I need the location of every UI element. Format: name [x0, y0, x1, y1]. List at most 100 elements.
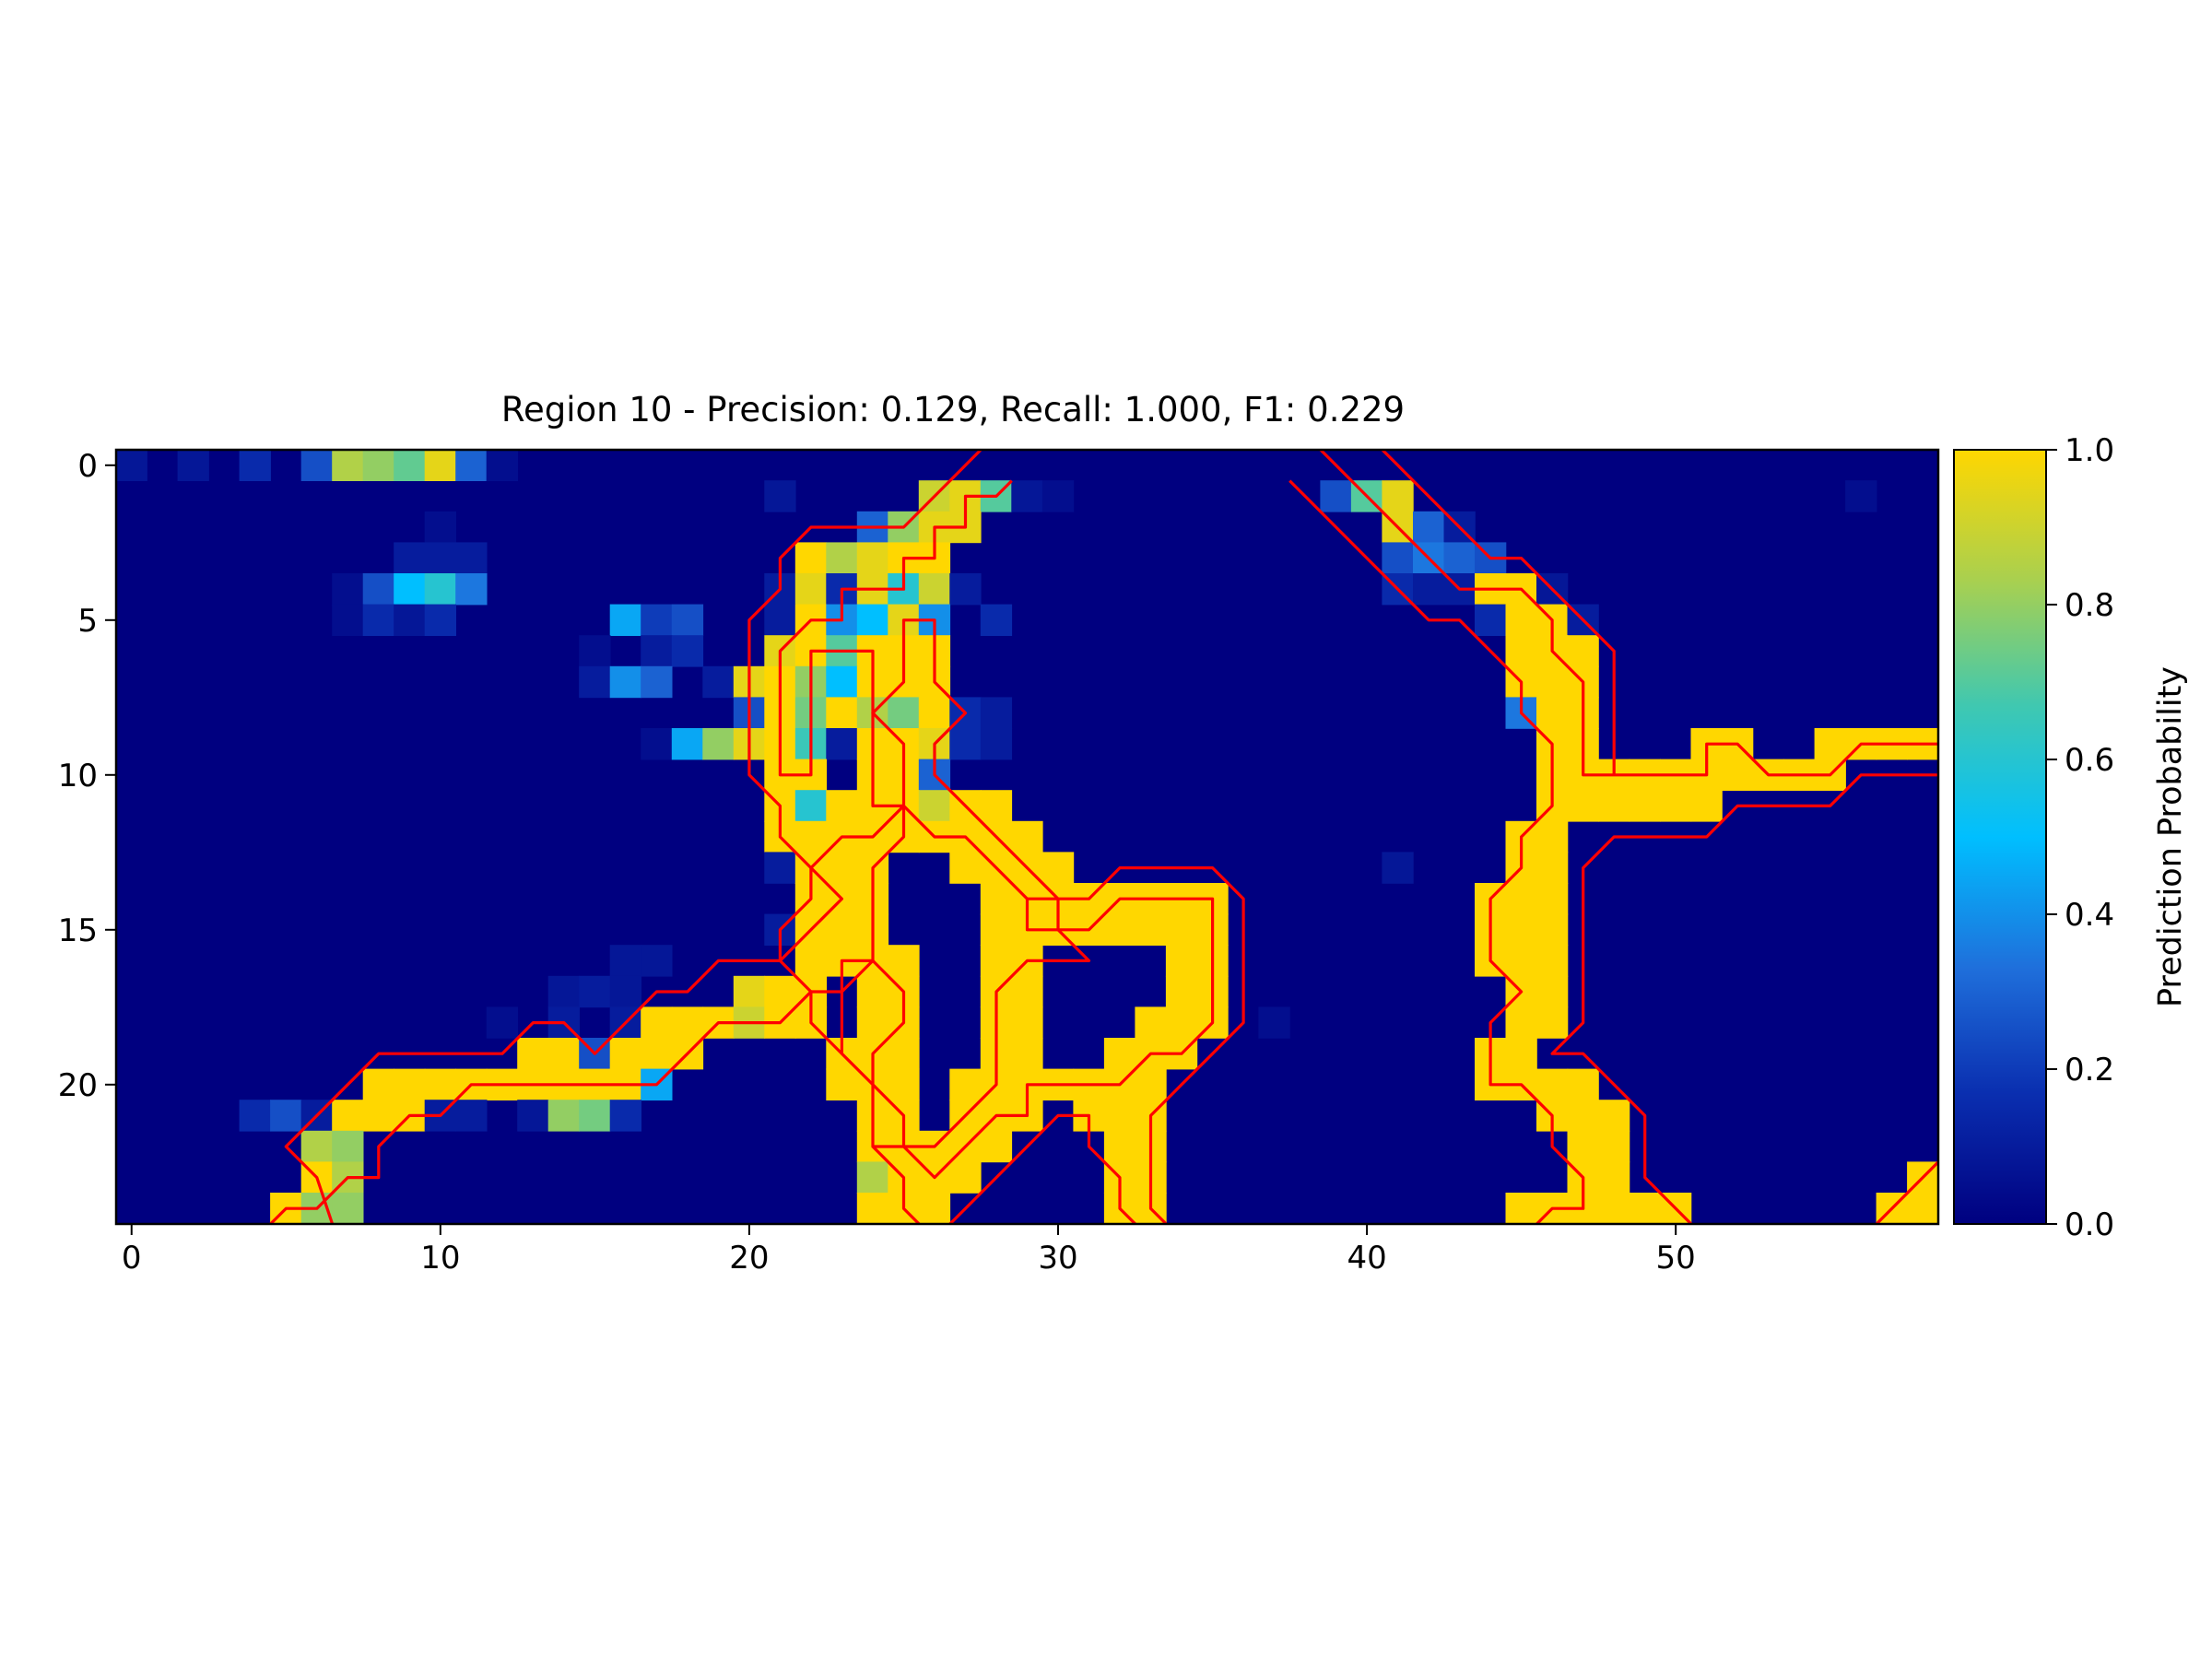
heatmap-cell	[980, 1130, 1013, 1163]
heatmap-cell	[764, 975, 796, 1008]
heatmap-cell	[671, 604, 704, 636]
colorbar-tick-label: 1.0	[2065, 432, 2114, 469]
heatmap-cell	[1011, 820, 1043, 853]
heatmap-cell	[641, 728, 673, 760]
heatmap-cell	[1011, 1006, 1043, 1039]
heatmap-cell	[949, 1161, 982, 1194]
heatmap-cell	[1135, 1068, 1167, 1100]
heatmap-cell	[362, 1100, 394, 1132]
heatmap-cell	[826, 790, 858, 822]
heatmap-cell	[394, 1068, 426, 1100]
heatmap-cell	[1505, 1006, 1537, 1039]
heatmap-cell	[794, 790, 828, 822]
heatmap-cell	[888, 1038, 920, 1070]
contour-line	[1550, 773, 1938, 1226]
x-tick-label: 50	[1656, 1240, 1696, 1277]
heatmap-cell	[547, 1100, 580, 1132]
heatmap-cell	[1536, 1068, 1569, 1100]
x-tick-label: 10	[420, 1240, 460, 1277]
heatmap-cell	[1413, 511, 1445, 544]
heatmap-cell	[362, 604, 394, 636]
heatmap-cell	[1660, 790, 1692, 822]
heatmap-cell	[826, 1068, 858, 1100]
heatmap-cell	[1103, 1038, 1136, 1070]
heatmap-cell	[1505, 883, 1537, 915]
heatmap-cell	[1536, 975, 1569, 1008]
heatmap-cell	[455, 1100, 488, 1132]
heatmap-cell	[980, 604, 1013, 636]
colorbar-axis: 0.0 0.2 0.4 0.6 0.8 1.0	[2046, 432, 2114, 1243]
heatmap-cell	[1165, 913, 1198, 946]
heatmap-cell	[764, 852, 796, 884]
heatmap-cell	[332, 1130, 364, 1163]
heatmap-cell	[424, 1068, 456, 1100]
heatmap-cell	[826, 852, 858, 884]
y-tick-label: 5	[77, 603, 98, 640]
heatmap-cell	[239, 1100, 271, 1132]
heatmap-cell	[1598, 790, 1630, 822]
heatmap-cell	[362, 1068, 394, 1100]
heatmap-cell	[1011, 480, 1043, 512]
heatmap-cell	[764, 604, 796, 636]
heatmap-cell	[794, 945, 828, 977]
heatmap-cell	[1536, 883, 1569, 915]
heatmap-cell	[424, 573, 456, 606]
heatmap-cell	[641, 1006, 673, 1039]
heatmap-cell	[826, 665, 858, 699]
heatmap-cell	[949, 573, 982, 606]
colorbar	[1953, 449, 2047, 1225]
heatmap-cell	[424, 542, 456, 574]
heatmap-cell	[1536, 1006, 1569, 1039]
colorbar-tick-label: 0.4	[2065, 897, 2114, 934]
heatmap-cell	[1629, 1193, 1661, 1225]
colorbar-label: Prediction Probability	[2152, 666, 2189, 1007]
heatmap-cell	[424, 449, 456, 481]
heatmap-cell	[702, 728, 735, 760]
heatmap-cell	[980, 913, 1013, 946]
heatmap-cell	[1258, 1006, 1290, 1039]
heatmap-cell	[332, 573, 364, 606]
heatmap-cell	[671, 1006, 704, 1039]
colorbar-tick-label: 0.0	[2065, 1206, 2114, 1243]
x-tick-label: 30	[1038, 1240, 1077, 1277]
heatmap-cell	[1505, 635, 1537, 667]
heatmap-cell	[980, 728, 1013, 760]
heatmap-cell	[609, 1038, 641, 1070]
heatmap-cell	[918, 790, 951, 822]
heatmap-cell	[856, 1161, 889, 1194]
heatmap-cell	[1103, 1100, 1136, 1132]
heatmap-cell	[671, 635, 704, 667]
heatmap-cell	[1629, 790, 1661, 822]
heatmap-cell	[455, 449, 488, 481]
heatmap-cell	[115, 449, 147, 481]
contour-line	[1288, 479, 1585, 1226]
heatmap-cell	[579, 975, 611, 1008]
contour-line	[778, 618, 1091, 1226]
heatmap-cell	[1103, 913, 1136, 946]
heatmap-cell	[856, 542, 889, 574]
colorbar-tick-label: 0.6	[2065, 742, 2114, 779]
colorbar-tick-label: 0.8	[2065, 587, 2114, 624]
heatmap-cell	[888, 1068, 920, 1100]
contour-line	[1875, 1160, 1940, 1226]
heatmap-cell	[547, 975, 580, 1008]
colorbar-tick-label: 0.2	[2065, 1052, 2114, 1088]
heatmap-cell	[1690, 790, 1723, 822]
chart-title: Region 10 - Precision: 0.129, Recall: 1.…	[501, 390, 1405, 429]
heatmap-cell	[918, 1193, 951, 1225]
heatmap-cell	[856, 1193, 889, 1225]
heatmap-cell	[332, 1193, 364, 1225]
heatmap-cell	[579, 665, 611, 699]
heatmap-cell	[1814, 728, 1846, 760]
contour-line	[1381, 448, 1616, 775]
heatmap-cell	[1598, 1193, 1630, 1225]
heatmap-cell	[1011, 975, 1043, 1008]
y-tick-label: 20	[58, 1067, 98, 1104]
contour-line	[269, 479, 1215, 1226]
heatmap-cell	[794, 542, 828, 574]
heatmap-cell	[1505, 1038, 1537, 1070]
heatmap-cell	[609, 975, 641, 1008]
heatmap-cell	[641, 635, 673, 667]
contour-line	[1319, 448, 1938, 777]
heatmap-cell	[733, 975, 766, 1008]
